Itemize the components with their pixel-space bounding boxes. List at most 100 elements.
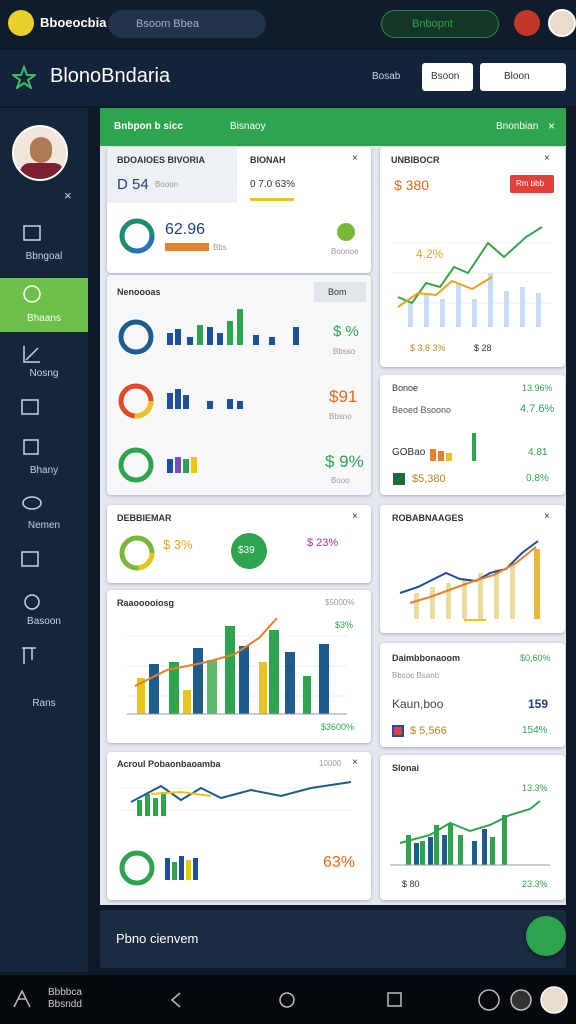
shape xyxy=(119,218,155,254)
shape xyxy=(175,329,181,345)
shape xyxy=(183,459,189,473)
avatar-small[interactable] xyxy=(514,10,540,36)
shape xyxy=(456,283,461,327)
banner: Bnbpon b sicc Bisnaoy Bnonbian × xyxy=(100,108,566,146)
nav-icon xyxy=(23,439,39,455)
shape xyxy=(520,287,525,327)
footer-text: Pbno cienvem xyxy=(116,931,199,946)
detail-title: Daimbbonaoom xyxy=(392,653,461,663)
shape xyxy=(137,678,145,714)
close-icon[interactable]: × xyxy=(64,188,72,203)
ring-label: Bbs xyxy=(213,243,227,252)
shape xyxy=(408,303,413,327)
tab-bg xyxy=(107,147,237,203)
balance-card: Bonoe 13.96% Beoed Bsoono 4.7.6% GOBao 4… xyxy=(380,375,565,495)
shape xyxy=(172,862,177,880)
ring xyxy=(119,850,155,886)
activity-card: Acroul Pobaonbaoamba 10000 × 63% xyxy=(107,752,371,900)
shape xyxy=(482,829,487,865)
balance-row-value: 4.7.6% xyxy=(520,403,555,415)
shape xyxy=(303,676,311,714)
shape xyxy=(167,333,173,345)
shape xyxy=(207,660,217,714)
nav-item[interactable]: Bhany xyxy=(29,465,59,476)
fab[interactable] xyxy=(526,916,566,956)
tab[interactable]: BDOAIOES BIVORIA xyxy=(117,155,206,165)
header-link[interactable]: Bosab xyxy=(372,71,401,82)
balance-total-change: 0.8% xyxy=(526,473,549,484)
recent-button[interactable] xyxy=(387,992,402,1007)
trend-chart xyxy=(392,226,552,327)
close[interactable]: × xyxy=(544,153,550,164)
close[interactable]: × xyxy=(544,511,550,522)
trend-badge-text: Rm bbb xyxy=(516,179,545,188)
signal-right: 23.3% xyxy=(522,879,548,889)
close[interactable]: × xyxy=(352,153,358,164)
metric-label: Bbsno xyxy=(329,412,352,421)
trend-badge: Rm bbb xyxy=(510,175,554,193)
close[interactable]: × xyxy=(352,757,358,768)
shape xyxy=(167,459,173,473)
overview-center-text: $39 xyxy=(238,545,255,556)
bottom-label: Bbbbca Bbsndd xyxy=(48,987,82,1010)
avatar[interactable] xyxy=(540,986,568,1014)
nav-item[interactable]: Nosng xyxy=(29,368,59,379)
search[interactable]: Bsoom Bbea xyxy=(108,10,266,38)
bars xyxy=(167,389,243,409)
balance-total: $5,380 xyxy=(412,473,446,485)
mini-charts xyxy=(118,309,299,483)
banner-title: Bnbpon b sicc xyxy=(114,121,183,132)
nav-icon xyxy=(22,647,36,664)
ring-value: 62.96 xyxy=(165,221,206,238)
shape xyxy=(510,563,515,619)
profile-photo xyxy=(12,125,68,181)
action-pill[interactable]: Bnbopnt xyxy=(381,10,499,38)
profile-head xyxy=(30,137,52,163)
shape xyxy=(414,593,419,619)
shape xyxy=(490,837,495,865)
shape xyxy=(145,794,150,816)
shape xyxy=(169,662,179,714)
app-icon[interactable] xyxy=(478,989,500,1011)
home-button[interactable] xyxy=(279,992,295,1008)
shape xyxy=(186,860,191,880)
shape xyxy=(149,664,159,714)
home-icon[interactable] xyxy=(13,989,31,1008)
metrics-button[interactable]: Bom xyxy=(314,282,366,302)
shape xyxy=(207,401,213,409)
app-icon[interactable] xyxy=(510,989,532,1011)
activity-corner: 10000 xyxy=(319,759,342,768)
shape xyxy=(175,457,181,473)
banner-action[interactable]: Bnonbian xyxy=(496,121,539,132)
shape xyxy=(424,293,429,327)
top-bar: Bboeocbia Bsoom Bbea Bnbopnt xyxy=(0,0,576,48)
mini-bars xyxy=(165,856,198,880)
nav-item[interactable]: Bhaans xyxy=(27,313,61,324)
trend-line xyxy=(397,276,493,308)
close[interactable]: × xyxy=(352,511,358,522)
nav-item[interactable]: Basoon xyxy=(27,616,61,627)
progress xyxy=(250,198,294,201)
shape xyxy=(167,393,173,409)
shape xyxy=(502,815,507,865)
header-search[interactable]: Bloon xyxy=(480,63,566,91)
shape xyxy=(193,858,198,880)
nav-item[interactable]: Rans xyxy=(32,698,56,709)
trend-footer: $ 3.8 3% xyxy=(410,343,446,353)
back-icon[interactable] xyxy=(170,992,181,1008)
header-button[interactable]: Bsoon xyxy=(422,63,473,91)
shape xyxy=(269,337,275,345)
shape xyxy=(227,399,233,409)
nav-active-bg xyxy=(0,278,88,332)
shape xyxy=(207,327,213,345)
metric-value: $ 9% xyxy=(325,452,364,471)
tab[interactable]: BIONAH xyxy=(250,155,286,165)
line xyxy=(134,617,278,687)
avatar[interactable] xyxy=(548,9,576,37)
ranges-title: ROBABNAAGES xyxy=(392,513,464,523)
nav-item[interactable]: Nemen xyxy=(27,520,61,531)
nav-item[interactable]: Bbngoal xyxy=(25,251,63,262)
shape xyxy=(446,583,451,619)
banner-close[interactable]: × xyxy=(548,119,556,133)
line xyxy=(399,800,541,844)
